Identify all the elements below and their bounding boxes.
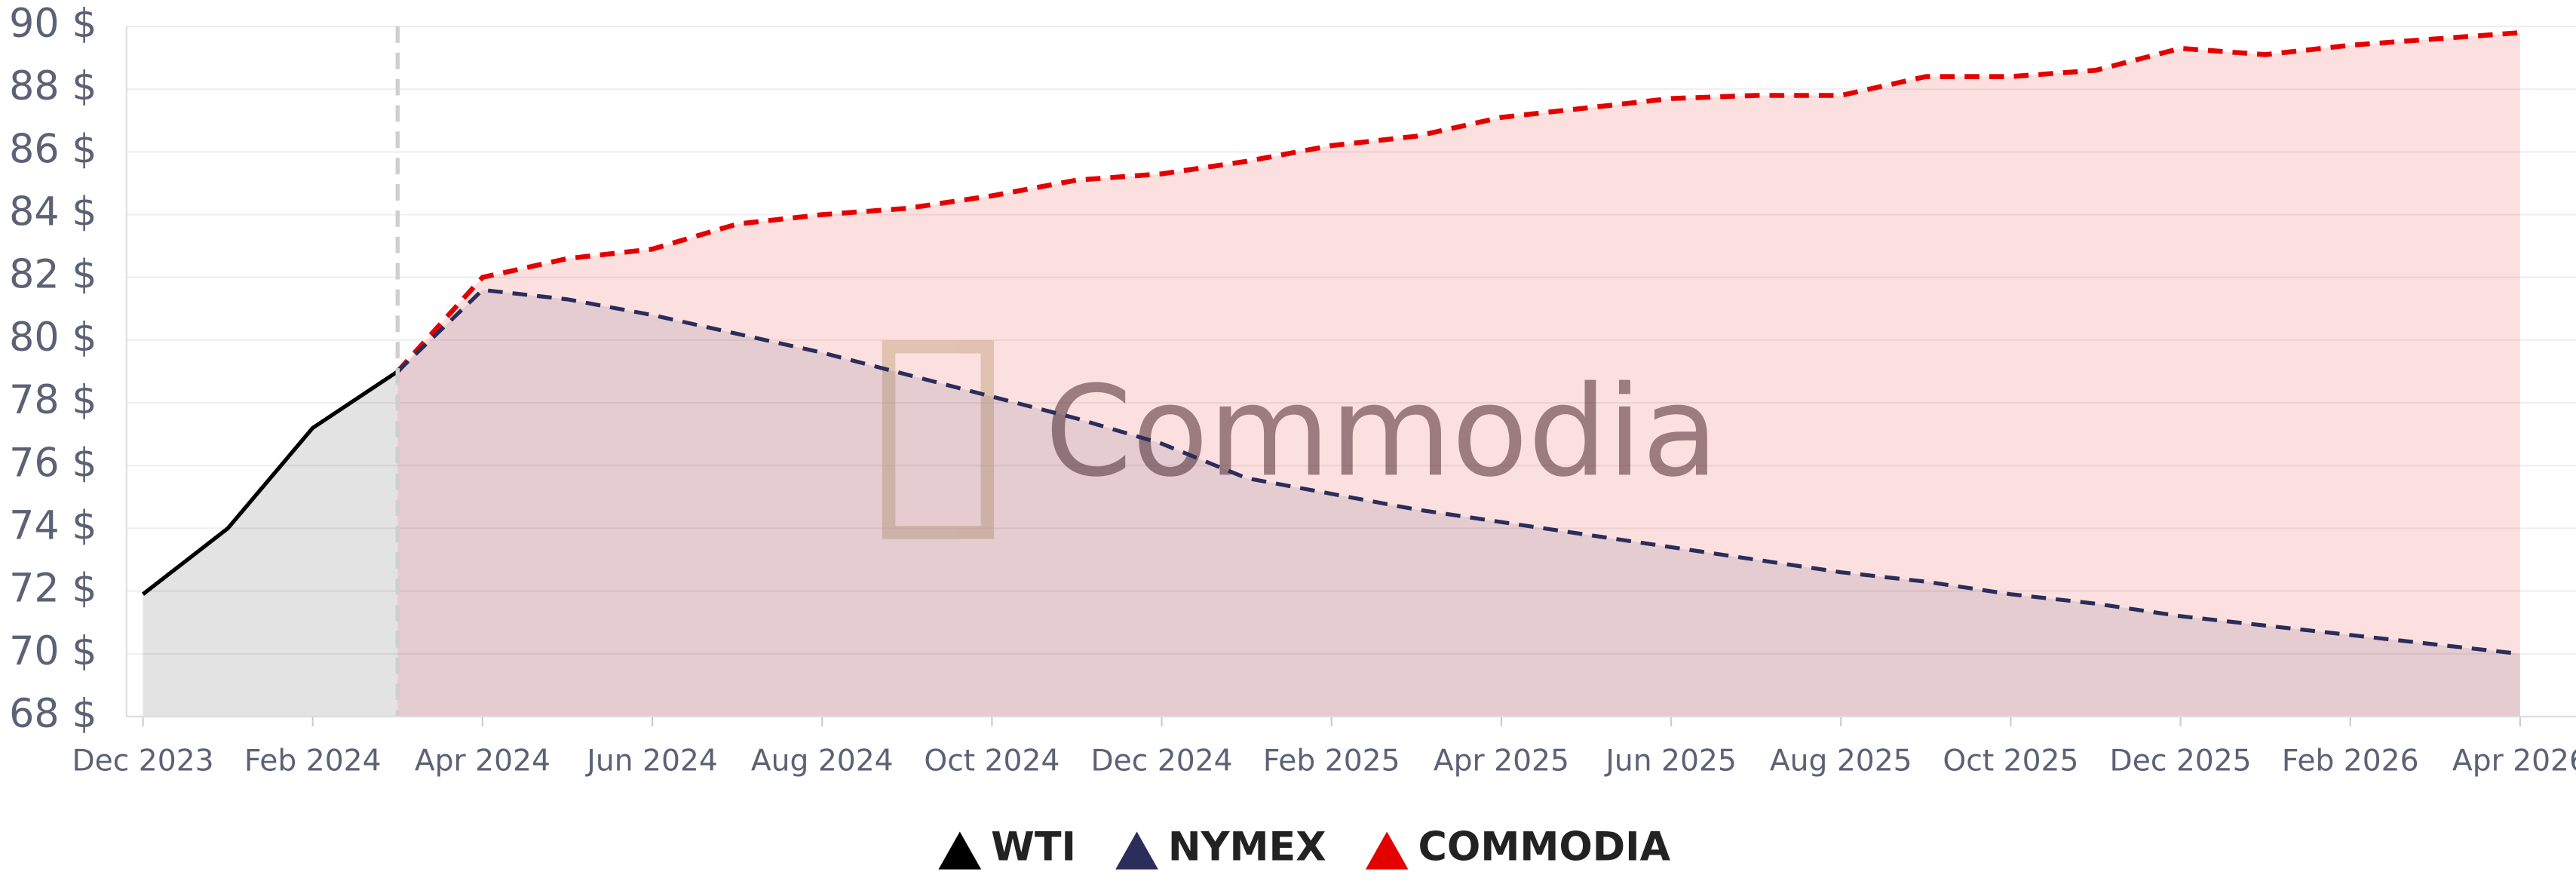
watermark-logo: [882, 340, 995, 539]
legend-label: WTI: [991, 824, 1076, 870]
y-tick-label: 80 $: [9, 315, 97, 361]
area: [397, 290, 2520, 717]
y-tick-label: 70 $: [9, 628, 97, 674]
legend-marker: [938, 831, 982, 870]
x-tick-label: Feb 2024: [244, 744, 382, 778]
legend-marker: [1115, 831, 1158, 870]
x-tick-label: Apr 2025: [1434, 744, 1569, 778]
lines: [141, 30, 2521, 656]
y-tick-label: 78 $: [9, 377, 97, 423]
x-tick-label: Jun 2024: [584, 744, 717, 778]
x-tick-label: Dec 2025: [2110, 744, 2252, 778]
x-tick-label: Apr 2026: [2452, 744, 2576, 778]
legend-item: WTI: [938, 824, 1076, 870]
legend-label: COMMODIA: [1418, 824, 1671, 870]
y-tick-label: 72 $: [9, 566, 97, 612]
x-tick-label: Oct 2025: [1943, 744, 2078, 778]
legend: WTI NYMEX COMMODIA: [938, 824, 1671, 870]
watermark-text: Commodia: [1045, 359, 1719, 505]
y-tick-label: 88 $: [9, 63, 97, 109]
watermark: Commodia: [882, 340, 1719, 539]
y-tick-label: 68 $: [9, 691, 97, 737]
x-tick-label: Dec 2024: [1091, 744, 1233, 778]
x-tick-label: Feb 2025: [1263, 744, 1400, 778]
line: [395, 30, 2521, 373]
y-tick-label: 82 $: [9, 252, 97, 298]
y-tick-label: 84 $: [9, 189, 97, 235]
areas: [143, 32, 2520, 717]
legend-item: COMMODIA: [1365, 824, 1671, 870]
y-tick-label: 76 $: [9, 440, 97, 486]
x-tick-label: Aug 2024: [751, 744, 894, 778]
x-tick-label: Feb 2026: [2282, 744, 2419, 778]
x-tick-label: Aug 2025: [1770, 744, 1912, 778]
legend-item: NYMEX: [1115, 824, 1326, 870]
line: [141, 370, 399, 596]
area: [143, 371, 398, 717]
y-tick-label: 90 $: [9, 1, 97, 47]
area: [397, 32, 2520, 717]
legend-label: NYMEX: [1168, 824, 1326, 870]
x-tick-label: Dec 2023: [72, 744, 213, 778]
y-tick-label: 74 $: [9, 502, 97, 548]
x-tick-label: Oct 2024: [924, 744, 1060, 778]
grid: [126, 25, 2576, 718]
line: [396, 287, 2521, 656]
x-tick-label: Jun 2025: [1603, 744, 1737, 778]
x-tick-label: Apr 2024: [415, 744, 550, 778]
y-tick-label: 86 $: [9, 126, 97, 172]
legend-marker: [1365, 831, 1409, 870]
